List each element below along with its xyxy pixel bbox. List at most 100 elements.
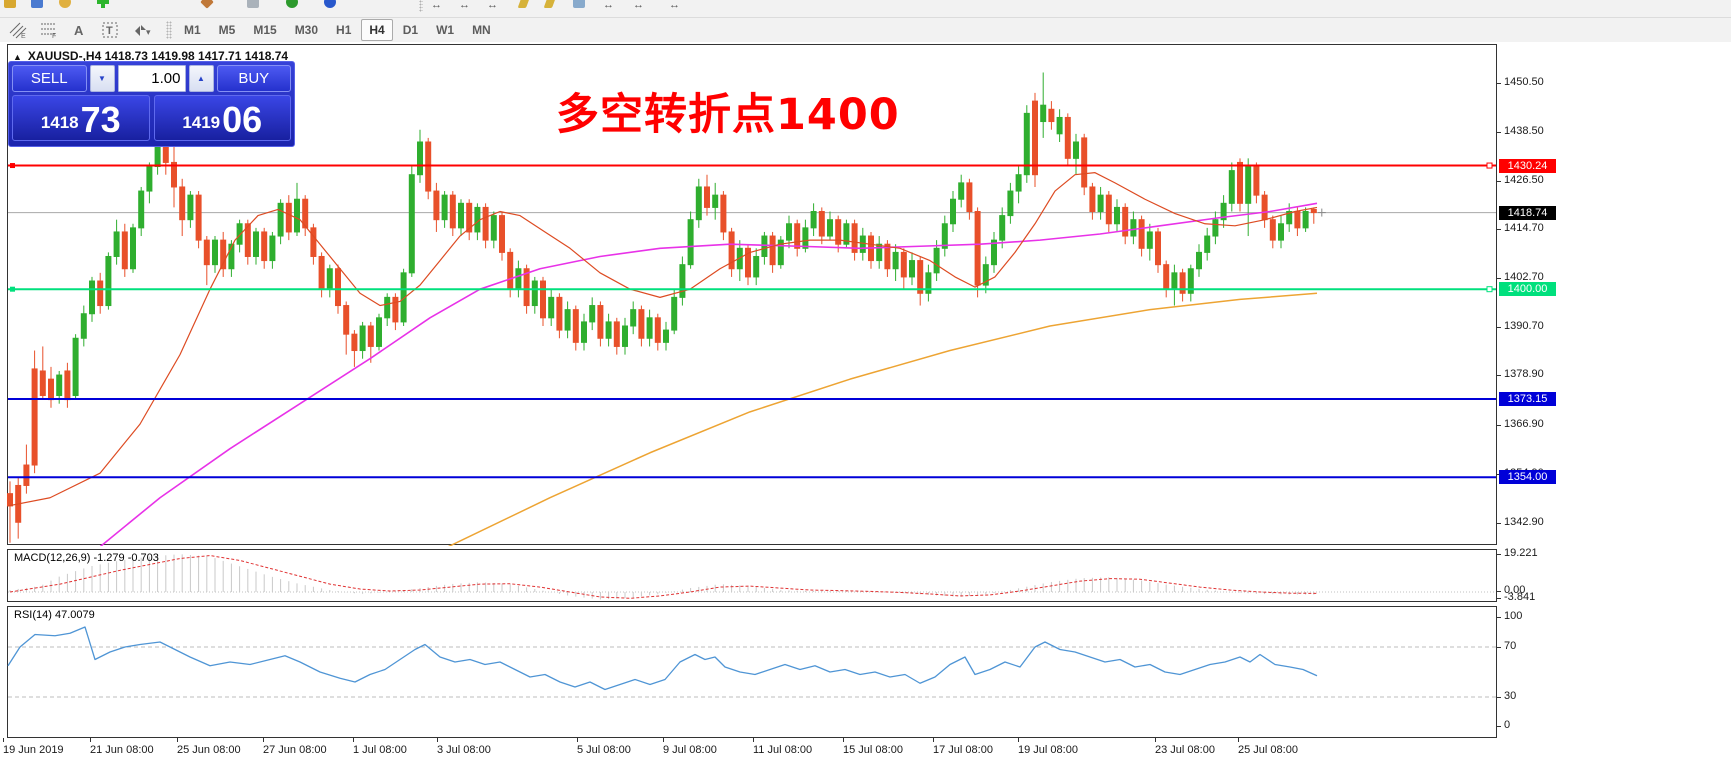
- candle-body: [1146, 231, 1153, 249]
- toolbar-grip[interactable]: [418, 0, 432, 12]
- candle-body: [458, 202, 464, 229]
- candle-body: [277, 202, 284, 237]
- add-chart-icon-glyph: [97, 0, 109, 8]
- autoscroll-icon[interactable]: ↔: [486, 0, 500, 11]
- time-tick: [1018, 738, 1019, 742]
- buy-button[interactable]: BUY: [216, 65, 291, 92]
- chart-annotation-text[interactable]: 多空转折点1400: [556, 90, 900, 140]
- candle-body: [761, 235, 768, 257]
- candle-body: [482, 206, 489, 241]
- profiles-window-icon[interactable]: [30, 0, 44, 10]
- hline-handle-left[interactable]: [10, 163, 15, 169]
- new-order-icon-glyph: [4, 0, 16, 8]
- price-tag-1418.74: 1418.74: [1499, 205, 1556, 220]
- axis-tick: [1497, 424, 1501, 426]
- candle-body: [351, 333, 358, 352]
- candle-body: [384, 296, 391, 319]
- time-axis-label: 3 Jul 08:00: [437, 744, 491, 756]
- candle-body: [1204, 235, 1211, 253]
- hzoom-in-icon[interactable]: ↔: [458, 0, 472, 11]
- rsi-panel[interactable]: [7, 606, 1498, 738]
- candle-body: [1105, 194, 1112, 225]
- toolbar-grip[interactable]: [166, 21, 172, 39]
- candle-body: [925, 272, 932, 294]
- fibonacci-tool[interactable]: F: [37, 20, 61, 40]
- timeframe-h1[interactable]: H1: [336, 23, 352, 37]
- add-chart-icon[interactable]: [96, 0, 110, 10]
- text-tool[interactable]: A: [68, 20, 92, 40]
- candle-body: [507, 251, 514, 290]
- pencil2-icon[interactable]: [543, 0, 557, 10]
- hline-handle-left[interactable]: [10, 286, 15, 292]
- candle-body: [540, 280, 546, 319]
- timeframe-d1[interactable]: D1: [402, 23, 419, 37]
- volume-down-button[interactable]: ▼: [89, 65, 115, 92]
- candle-body: [1212, 219, 1219, 237]
- symbol-ohlc-header: ▲ XAUUSD-,H4 1418.73 1419.98 1417.71 1418…: [13, 49, 288, 63]
- candle-body: [466, 202, 473, 233]
- autotrading-icon-glyph: [324, 0, 336, 8]
- buy-price-box[interactable]: 1419 06: [153, 95, 291, 141]
- axis-tick: [1497, 180, 1501, 182]
- candle-body: [80, 313, 87, 339]
- timeframe-m5[interactable]: M5: [218, 23, 236, 37]
- candle-body: [663, 329, 669, 343]
- timeframe-m1[interactable]: M1: [184, 23, 201, 37]
- candle-body: [1269, 219, 1276, 241]
- collapse-icon[interactable]: ▲: [13, 52, 22, 62]
- objects-icon[interactable]: [246, 0, 260, 10]
- candle-body: [72, 337, 79, 397]
- volume-input[interactable]: [117, 65, 186, 92]
- shift-left-icon[interactable]: ↔: [602, 0, 616, 11]
- candle-body: [269, 235, 276, 262]
- textbox-tool[interactable]: T: [99, 20, 123, 40]
- timeframe-w1[interactable]: W1: [436, 23, 455, 37]
- autotrading-icon[interactable]: [323, 0, 337, 10]
- hline-handle-right[interactable]: [1486, 162, 1493, 169]
- sell-price-box[interactable]: 1418 73: [12, 95, 150, 141]
- sell-button[interactable]: SELL: [12, 65, 87, 92]
- timeframe-m15[interactable]: M15: [253, 23, 277, 37]
- new-order-icon[interactable]: [3, 0, 17, 10]
- arrows-tool[interactable]: ▾: [130, 20, 154, 40]
- hline-handle-right[interactable]: [1486, 286, 1493, 293]
- candle-body: [220, 239, 227, 270]
- autoscroll-icon-glyph: ↔: [487, 0, 498, 11]
- timeframe-h4[interactable]: H4: [361, 19, 393, 41]
- pencil-icon[interactable]: [517, 0, 531, 10]
- candle-body: [654, 317, 661, 343]
- pencil-icon-glyph: [517, 0, 531, 8]
- candle-body: [851, 223, 858, 253]
- buy-price-big: 06: [222, 99, 263, 140]
- pencil2-icon-glyph: [543, 0, 557, 8]
- shift-right-icon-glyph: ↔: [633, 0, 644, 11]
- timeframe-m30[interactable]: M30: [294, 23, 319, 37]
- globe-icon-glyph: [286, 0, 298, 8]
- globe-icon[interactable]: [285, 0, 299, 10]
- zoom-icon[interactable]: [58, 0, 72, 10]
- snapshot-icon[interactable]: [572, 0, 586, 10]
- channels-tool[interactable]: E: [6, 20, 30, 40]
- hzoom-out-icon[interactable]: ↔: [430, 0, 444, 11]
- candle-body: [753, 255, 760, 278]
- shift-right-icon[interactable]: ↔: [632, 0, 646, 11]
- volume-up-button[interactable]: ▲: [188, 65, 214, 92]
- candle-body: [613, 321, 620, 347]
- candle-body: [794, 223, 801, 249]
- candle-body: [48, 378, 54, 401]
- chart-shift-icon[interactable]: ↔: [668, 0, 682, 11]
- ma-mid-magenta: [99, 202, 1318, 546]
- indicators-icon-glyph: [200, 0, 214, 9]
- candle-body: [843, 223, 850, 245]
- macd-panel[interactable]: [7, 549, 1498, 602]
- timeframe-mn[interactable]: MN: [472, 23, 491, 37]
- candle-body: [1310, 208, 1317, 214]
- candle-body: [638, 309, 645, 339]
- symbol-ohlc-text: XAUUSD-,H4 1418.73 1419.98 1417.71 1418.…: [27, 49, 289, 63]
- candle-body: [917, 260, 924, 294]
- candle-body: [1155, 231, 1161, 266]
- candle-body: [433, 190, 440, 221]
- indicators-icon[interactable]: [200, 0, 214, 10]
- buy-price-small: 1419: [182, 113, 221, 132]
- candle-body: [310, 227, 317, 257]
